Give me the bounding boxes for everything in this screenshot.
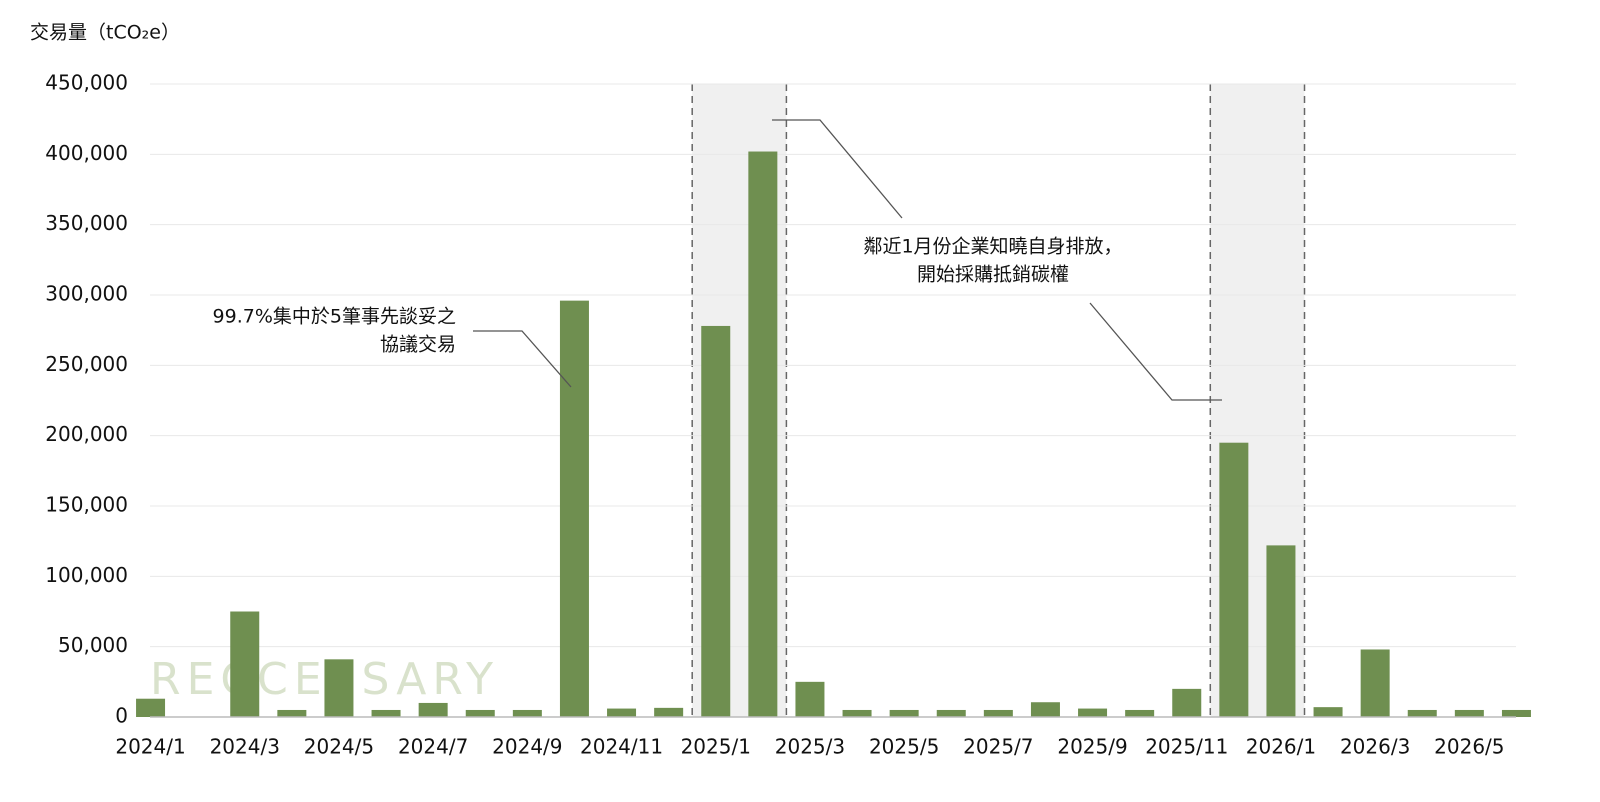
- bar: [512, 709, 542, 717]
- annotation-text: 開始採購抵銷碳權: [917, 264, 1069, 286]
- bar: [1219, 442, 1249, 717]
- leader-line: [473, 330, 572, 388]
- bar: [936, 709, 966, 717]
- bar: [1172, 688, 1202, 717]
- annotation-text: 99.7%集中於5筆事先談妥之: [213, 306, 456, 328]
- bar: [1501, 709, 1531, 717]
- bar: [1313, 707, 1343, 717]
- y-tick-label: 150,000: [45, 493, 128, 517]
- y-tick-label: 100,000: [45, 563, 128, 587]
- x-tick-label: 2024/7: [398, 735, 468, 759]
- bar: [559, 300, 589, 717]
- y-tick-label: 50,000: [58, 633, 128, 657]
- y-tick-label: 200,000: [45, 422, 128, 446]
- bar: [1125, 709, 1155, 717]
- x-tick-label: 2024/11: [580, 735, 663, 759]
- bar: [136, 698, 166, 717]
- bar: [889, 709, 919, 717]
- watermark: RECCESSARY: [150, 654, 499, 705]
- y-tick-label: 400,000: [45, 141, 128, 165]
- x-tick-label: 2026/1: [1246, 735, 1316, 759]
- x-tick-label: 2025/1: [681, 735, 751, 759]
- bar: [701, 325, 731, 717]
- bar: [1407, 709, 1437, 717]
- y-tick-label: 350,000: [45, 211, 128, 235]
- x-tick-label: 2025/3: [775, 735, 845, 759]
- bar: [1360, 649, 1390, 717]
- x-tick-label: 2024/1: [115, 735, 185, 759]
- annotation-text: 協議交易: [380, 334, 456, 356]
- bar: [654, 707, 684, 717]
- bar: [1078, 708, 1108, 717]
- bar: [795, 681, 825, 717]
- y-tick-label: 300,000: [45, 282, 128, 306]
- y-tick-label: 450,000: [45, 71, 128, 95]
- x-tick-label: 2025/9: [1057, 735, 1127, 759]
- x-tick-label: 2025/5: [869, 735, 939, 759]
- bar: [1266, 545, 1296, 717]
- x-tick-label: 2026/5: [1434, 735, 1504, 759]
- bar: [1030, 702, 1060, 717]
- x-tick-label: 2024/5: [304, 735, 374, 759]
- bar: [230, 611, 260, 717]
- bar: [277, 709, 307, 717]
- bar: [983, 709, 1013, 717]
- y-tick-label: 0: [115, 704, 128, 728]
- y-axis-label: 交易量（tCO₂e）: [30, 22, 180, 44]
- bar: [842, 709, 872, 717]
- bar: [1454, 709, 1484, 717]
- x-tick-label: 2024/9: [492, 735, 562, 759]
- leader-line: [772, 119, 903, 219]
- bar: [324, 659, 354, 717]
- bar: [418, 702, 448, 717]
- leader-line: [1089, 302, 1222, 401]
- x-tick-label: 2025/11: [1145, 735, 1228, 759]
- annotation-text: 鄰近1月份企業知曉自身排放，: [863, 236, 1122, 258]
- x-tick-label: 2025/7: [963, 735, 1033, 759]
- x-tick-label: 2024/3: [210, 735, 280, 759]
- bar: [748, 151, 778, 717]
- y-tick-label: 250,000: [45, 352, 128, 376]
- bar: [607, 708, 637, 717]
- x-tick-label: 2026/3: [1340, 735, 1410, 759]
- bar: [465, 709, 495, 717]
- bar: [371, 709, 401, 717]
